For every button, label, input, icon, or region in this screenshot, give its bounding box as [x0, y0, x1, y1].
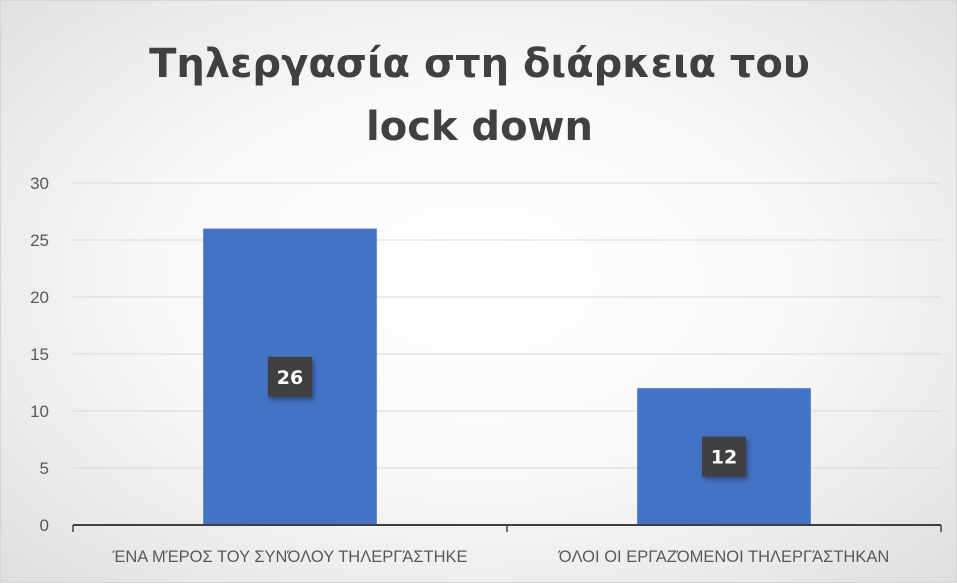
data-label: 26: [277, 367, 303, 389]
y-tick-label: 5: [40, 459, 49, 478]
y-tick-label: 10: [30, 402, 49, 421]
data-label: 12: [711, 447, 737, 469]
x-category-label: ΈΝΑ ΜΈΡΟΣ ΤΟΥ ΣΥΝΌΛΟΥ ΤΗΛΕΡΓΆΣΤΗΚΕ: [111, 548, 467, 566]
x-category-label: ΌΛΟΙ ΟΙ ΕΡΓΑΖΌΜΕΝΟΙ ΤΗΛΕΡΓΆΣΤΗΚΑΝ: [558, 548, 890, 566]
chart-title-line-1: Τηλεργασία στη διάρκεια του: [149, 41, 810, 87]
y-tick-label: 25: [30, 231, 49, 250]
y-tick-label: 0: [40, 516, 49, 535]
y-tick-label: 20: [30, 288, 49, 307]
data-label-box: [268, 356, 312, 397]
y-tick-label: 30: [30, 174, 49, 193]
data-label-box: [702, 436, 746, 477]
chart-title-line-2: lock down: [366, 104, 593, 150]
y-tick-label: 15: [30, 345, 49, 364]
